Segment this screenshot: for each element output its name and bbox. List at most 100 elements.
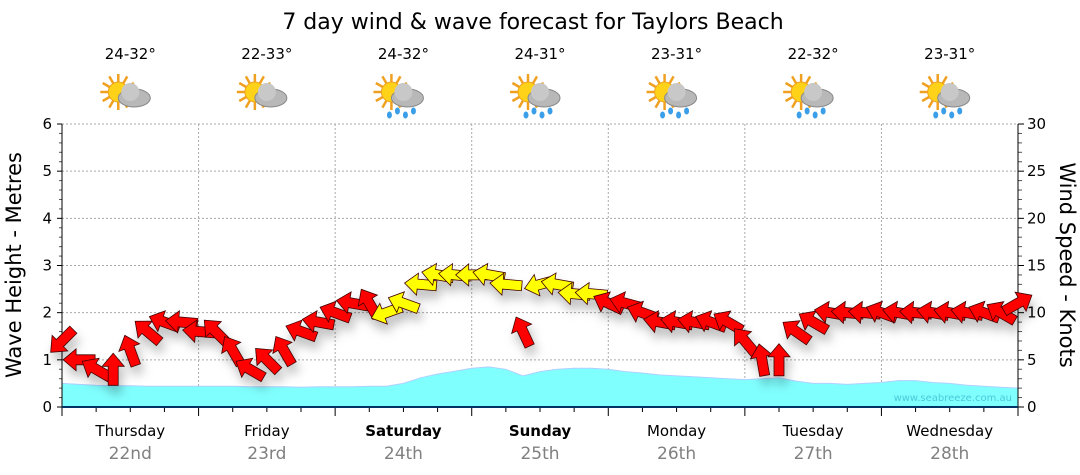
date-label: 22nd — [109, 444, 152, 464]
raindrop — [941, 107, 947, 115]
date-label: 25th — [520, 444, 559, 464]
right-axis-label: Wind Speed - Knots — [1055, 162, 1079, 367]
right-tick-label: 10 — [1027, 304, 1046, 322]
temperature-range: 24-32° — [105, 45, 156, 63]
sun-ray — [668, 75, 675, 84]
right-tick-label: 30 — [1027, 115, 1046, 133]
wind-arrow — [986, 301, 1018, 326]
left-tick-label: 6 — [42, 115, 52, 133]
cloud-puff — [804, 83, 823, 101]
sun-ray — [784, 81, 794, 89]
right-tick-label: 25 — [1027, 162, 1046, 180]
sun-ray — [122, 75, 129, 84]
cloud-puff — [394, 83, 413, 101]
raindrop — [523, 111, 529, 119]
wind-arrow — [782, 320, 813, 346]
wind-arrow — [221, 336, 246, 368]
sun-cloud-rain-icon — [783, 74, 834, 119]
date-label: 23rd — [247, 444, 286, 464]
sun-ray — [648, 81, 657, 89]
wind-arrow — [235, 357, 267, 383]
wave-height-line — [61, 366, 1019, 389]
raindrop — [933, 111, 939, 119]
cloud-puff — [667, 83, 686, 101]
wind-arrow — [134, 320, 164, 347]
temperature-range: 23-31° — [651, 45, 702, 63]
raindrop — [539, 111, 545, 119]
left-tick-label: 0 — [42, 398, 52, 416]
wind-arrow — [301, 309, 336, 334]
sun-ray — [927, 75, 934, 84]
cloud-puff — [940, 83, 959, 101]
sun-ray — [648, 95, 657, 103]
raindrop — [820, 107, 826, 115]
sun-ray — [941, 75, 948, 84]
right-tick-label: 15 — [1027, 257, 1046, 275]
wind-arrow — [50, 325, 78, 353]
raindrop — [668, 107, 674, 115]
left-tick-label: 3 — [42, 257, 52, 275]
wind-arrow — [118, 334, 141, 368]
raindrop — [796, 111, 802, 119]
raindrop — [676, 111, 682, 119]
raindrop — [394, 107, 400, 115]
date-label: 27th — [794, 444, 833, 464]
sun-ray — [381, 100, 388, 109]
sun-ray — [258, 75, 265, 84]
sun-ray — [108, 100, 115, 109]
wind-arrow — [798, 310, 831, 335]
wind-arrow — [285, 319, 319, 343]
sun-ray — [381, 75, 388, 84]
sun-ray — [927, 100, 934, 109]
raindrop — [812, 111, 818, 119]
raindrop — [957, 107, 963, 115]
wind-arrow — [272, 336, 297, 368]
raindrop — [386, 111, 392, 119]
sun-ray — [921, 81, 930, 89]
raindrop — [402, 111, 408, 119]
temperature-range: 22-33° — [241, 45, 292, 63]
wind-arrow — [387, 291, 421, 314]
date-label: 28th — [930, 444, 969, 464]
sun-ray — [654, 100, 661, 109]
sun-ray — [805, 75, 812, 84]
chart-title: 7 day wind & wave forecast for Taylors B… — [282, 10, 783, 35]
sun-ray — [511, 95, 520, 103]
sun-cloud-rain-icon — [373, 74, 424, 119]
raindrop — [660, 111, 666, 119]
day-label: Thursday — [94, 422, 165, 440]
raindrop — [547, 107, 553, 115]
temperature-range: 23-31° — [924, 45, 975, 63]
sun-cloud-rain-icon — [919, 74, 971, 119]
sun-cloud-icon — [236, 74, 288, 110]
wind-arrow — [767, 343, 791, 377]
raindrop — [949, 111, 955, 119]
date-label: 26th — [657, 444, 696, 464]
wind-arrow — [489, 272, 523, 296]
wind-arrow — [101, 352, 126, 386]
raindrop — [684, 107, 690, 115]
temperature-range: 24-32° — [378, 45, 429, 63]
sun-cloud-rain-icon — [510, 74, 561, 119]
right-tick-label: 5 — [1027, 351, 1037, 369]
watermark: www.seabreeze.com.au — [894, 393, 1012, 404]
sun-ray — [791, 75, 798, 84]
cloud-puff — [121, 83, 140, 101]
sun-ray — [517, 75, 525, 84]
day-label: Saturday — [365, 422, 442, 440]
wind-arrow — [749, 343, 774, 377]
wind-arrow — [319, 300, 353, 324]
left-tick-label: 5 — [42, 162, 52, 180]
sun-cloud-rain-icon — [646, 74, 698, 119]
wind-arrow — [62, 347, 96, 372]
sun-ray — [244, 75, 251, 84]
wind-arrow — [255, 348, 283, 376]
temperature-range: 22-32° — [788, 45, 839, 63]
sun-ray — [531, 75, 539, 84]
sun-ray — [375, 95, 384, 103]
sun-ray — [654, 75, 661, 84]
day-label: Wednesday — [906, 422, 993, 440]
sun-ray — [511, 81, 520, 89]
left-axis-label: Wave Height - Metres — [2, 152, 26, 378]
